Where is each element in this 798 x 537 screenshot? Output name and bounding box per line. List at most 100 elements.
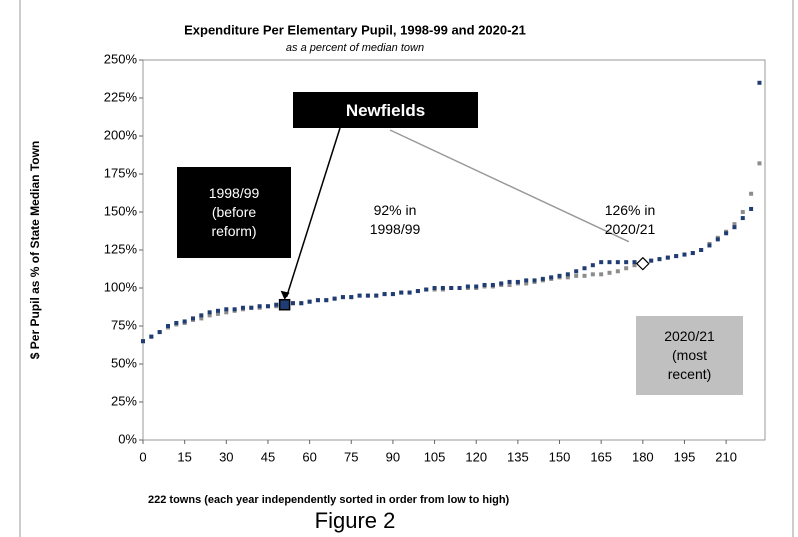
data-point [182, 319, 187, 324]
x-tick-label: 30 [219, 449, 233, 464]
data-point [190, 316, 195, 321]
data-point [224, 307, 229, 312]
data-point [349, 295, 354, 300]
data-point [624, 266, 629, 271]
data-point [174, 320, 179, 325]
data-point [274, 302, 279, 307]
data-point [382, 292, 387, 297]
data-point [757, 161, 762, 166]
data-point [757, 80, 762, 85]
y-tick-label: 200% [104, 127, 138, 142]
data-point [540, 276, 545, 281]
y-tick-label: 75% [111, 317, 137, 332]
legend-box: 1998/99 (before reform) [177, 167, 291, 258]
x-tick-label: 60 [302, 449, 316, 464]
x-axis-label: 222 towns (each year independently sorte… [148, 494, 510, 506]
data-point [715, 237, 720, 242]
data-point [265, 304, 270, 309]
data-point [632, 263, 637, 268]
data-point [524, 278, 529, 283]
chart-title: Expenditure Per Elementary Pupil, 1998-9… [184, 22, 526, 37]
x-tick-label: 45 [261, 449, 275, 464]
data-point [674, 254, 679, 259]
y-tick-label: 25% [111, 393, 137, 408]
data-point [515, 279, 520, 284]
data-point [615, 269, 620, 274]
data-point [232, 307, 237, 312]
x-tick-label: 15 [177, 449, 191, 464]
data-point [432, 286, 437, 290]
x-tick-label: 135 [507, 449, 529, 464]
data-point [740, 216, 745, 221]
data-point [474, 284, 479, 289]
data-point [199, 316, 204, 321]
data-point [565, 275, 570, 280]
data-point [749, 206, 754, 211]
data-point [582, 273, 587, 278]
data-point [599, 272, 604, 277]
data-point [574, 269, 579, 274]
data-point [157, 330, 162, 335]
x-tick-label: 150 [549, 449, 571, 464]
data-point [565, 272, 570, 277]
data-point [207, 313, 212, 318]
highlight-marker [278, 298, 291, 311]
y-tick-label: 0% [118, 431, 137, 446]
data-point [465, 284, 470, 289]
data-point [557, 273, 562, 278]
arrowhead [280, 290, 290, 300]
data-point [699, 248, 704, 252]
x-tick-label: 165 [590, 449, 612, 464]
data-point [307, 299, 312, 304]
x-tick-label: 195 [674, 449, 696, 464]
data-point [215, 308, 220, 313]
data-point [507, 282, 512, 287]
data-point [707, 243, 712, 248]
data-point [724, 231, 729, 236]
y-tick-label: 100% [104, 279, 138, 294]
data-point [215, 311, 220, 316]
x-tick-label: 90 [386, 449, 400, 464]
data-point [424, 287, 429, 292]
y-tick-label: 150% [104, 203, 138, 218]
data-point [407, 290, 412, 295]
data-point [415, 289, 420, 294]
data-point [607, 260, 612, 265]
chart-subtitle: as a percent of median town [286, 42, 424, 54]
data-point [240, 305, 245, 310]
data-point [440, 286, 445, 290]
data-point [649, 258, 654, 263]
y-axis-label: $ Per Pupil as % of State Median Town [28, 141, 42, 359]
y-tick-label: 225% [104, 89, 138, 104]
data-point [449, 286, 454, 290]
highlight-marker [635, 256, 650, 271]
data-point [507, 279, 512, 284]
data-point [357, 293, 362, 298]
data-point [141, 339, 145, 344]
data-point [324, 298, 329, 303]
data-point [740, 210, 745, 214]
data-point [332, 296, 337, 301]
y-tick-label: 175% [104, 165, 138, 180]
data-point [374, 293, 379, 298]
caption: Figure 2 [315, 508, 396, 533]
data-point [682, 252, 687, 257]
arrow [285, 127, 341, 297]
data-point [165, 324, 170, 328]
data-point [457, 286, 462, 290]
data-point [249, 305, 254, 310]
data-point [490, 282, 495, 287]
data-point [632, 260, 637, 265]
y-tick-label: 250% [104, 51, 138, 66]
annotation: 126% in 2020/21 [604, 202, 656, 237]
y-tick-label: 125% [104, 241, 138, 256]
highlight-label: Newfields [293, 92, 478, 128]
data-point [315, 298, 320, 303]
data-point [399, 290, 404, 295]
annotation: 92% in 1998/99 [369, 202, 421, 237]
x-tick-label: 210 [715, 449, 737, 464]
data-point [290, 301, 295, 306]
y-tick-label: 50% [111, 355, 137, 370]
x-tick-label: 180 [632, 449, 654, 464]
